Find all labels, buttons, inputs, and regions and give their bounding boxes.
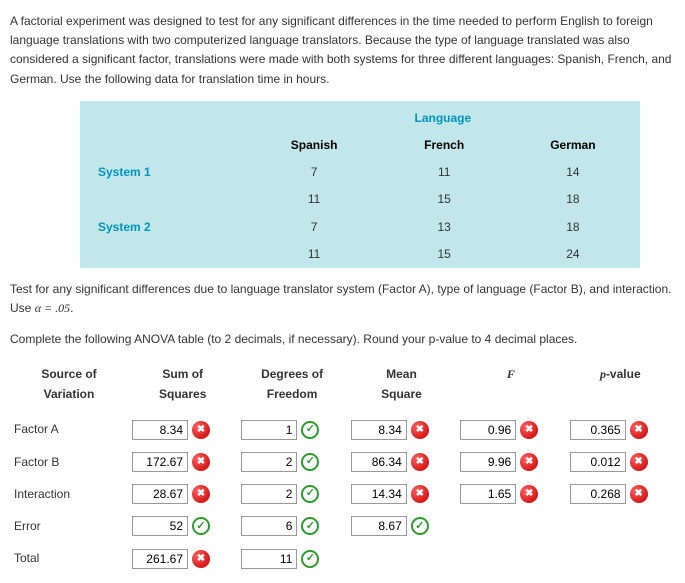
ss-input[interactable]: [132, 484, 188, 504]
x-icon: [411, 421, 429, 439]
f-input[interactable]: [460, 452, 516, 472]
data-table: Language Spanish French German System 1 …: [80, 101, 640, 268]
df-input[interactable]: [241, 452, 297, 472]
check-icon: [301, 421, 319, 439]
x-icon: [192, 421, 210, 439]
intro-paragraph-1: A factorial experiment was designed to t…: [10, 12, 675, 89]
data-cell: 11: [246, 186, 383, 213]
anova-row-label: Total: [10, 543, 128, 575]
anova-header-ss: Sum ofSquares: [128, 361, 237, 413]
x-icon: [411, 485, 429, 503]
data-cell: 24: [506, 241, 640, 268]
anova-row: Error: [10, 510, 675, 542]
anova-row-label: Interaction: [10, 478, 128, 510]
check-icon: [301, 550, 319, 568]
ss-input[interactable]: [132, 452, 188, 472]
data-cell: 14: [506, 159, 640, 186]
ms-input[interactable]: [351, 420, 407, 440]
anova-row: Total: [10, 543, 675, 575]
x-icon: [411, 453, 429, 471]
anova-header-f: F: [456, 361, 565, 413]
x-icon: [630, 421, 648, 439]
x-icon: [630, 453, 648, 471]
intro-paragraph-3: Complete the following ANOVA table (to 2…: [10, 330, 675, 349]
anova-header-df: Degrees ofFreedom: [237, 361, 346, 413]
anova-row: Factor B: [10, 446, 675, 478]
check-icon: [301, 485, 319, 503]
ss-input[interactable]: [132, 549, 188, 569]
x-icon: [192, 453, 210, 471]
f-input[interactable]: [460, 484, 516, 504]
anova-row-label: Error: [10, 510, 128, 542]
check-icon: [192, 517, 210, 535]
row-label-system-1: System 1: [80, 159, 246, 186]
anova-header-p: p-value: [566, 361, 675, 413]
data-table-group-header: Language: [246, 101, 640, 132]
ss-input[interactable]: [132, 516, 188, 536]
data-cell: 7: [246, 214, 383, 241]
f-input[interactable]: [460, 420, 516, 440]
anova-table: Source ofVariation Sum ofSquares Degrees…: [10, 361, 675, 574]
anova-row: Interaction: [10, 478, 675, 510]
anova-row: Factor A: [10, 414, 675, 446]
col-header-german: German: [506, 132, 640, 159]
data-cell: 13: [383, 214, 506, 241]
df-input[interactable]: [241, 484, 297, 504]
p-input[interactable]: [570, 484, 626, 504]
df-input[interactable]: [241, 420, 297, 440]
data-cell: 15: [383, 241, 506, 268]
x-icon: [520, 421, 538, 439]
data-cell: 7: [246, 159, 383, 186]
data-cell: 11: [383, 159, 506, 186]
ms-input[interactable]: [351, 516, 407, 536]
check-icon: [301, 517, 319, 535]
data-cell: 18: [506, 186, 640, 213]
p-input[interactable]: [570, 452, 626, 472]
check-icon: [301, 453, 319, 471]
data-cell: 18: [506, 214, 640, 241]
ms-input[interactable]: [351, 452, 407, 472]
alpha-text: α = .05: [35, 301, 70, 315]
x-icon: [630, 485, 648, 503]
col-header-french: French: [383, 132, 506, 159]
df-input[interactable]: [241, 516, 297, 536]
x-icon: [520, 453, 538, 471]
anova-header-ms: MeanSquare: [347, 361, 456, 413]
x-icon: [192, 485, 210, 503]
df-input[interactable]: [241, 549, 297, 569]
ms-input[interactable]: [351, 484, 407, 504]
x-icon: [520, 485, 538, 503]
intro-paragraph-2: Test for any significant differences due…: [10, 280, 675, 318]
row-label-system-2: System 2: [80, 214, 246, 241]
data-cell: 15: [383, 186, 506, 213]
data-cell: 11: [246, 241, 383, 268]
check-icon: [411, 517, 429, 535]
anova-header-source: Source ofVariation: [10, 361, 128, 413]
anova-row-label: Factor A: [10, 414, 128, 446]
anova-row-label: Factor B: [10, 446, 128, 478]
ss-input[interactable]: [132, 420, 188, 440]
p-input[interactable]: [570, 420, 626, 440]
x-icon: [192, 550, 210, 568]
col-header-spanish: Spanish: [246, 132, 383, 159]
